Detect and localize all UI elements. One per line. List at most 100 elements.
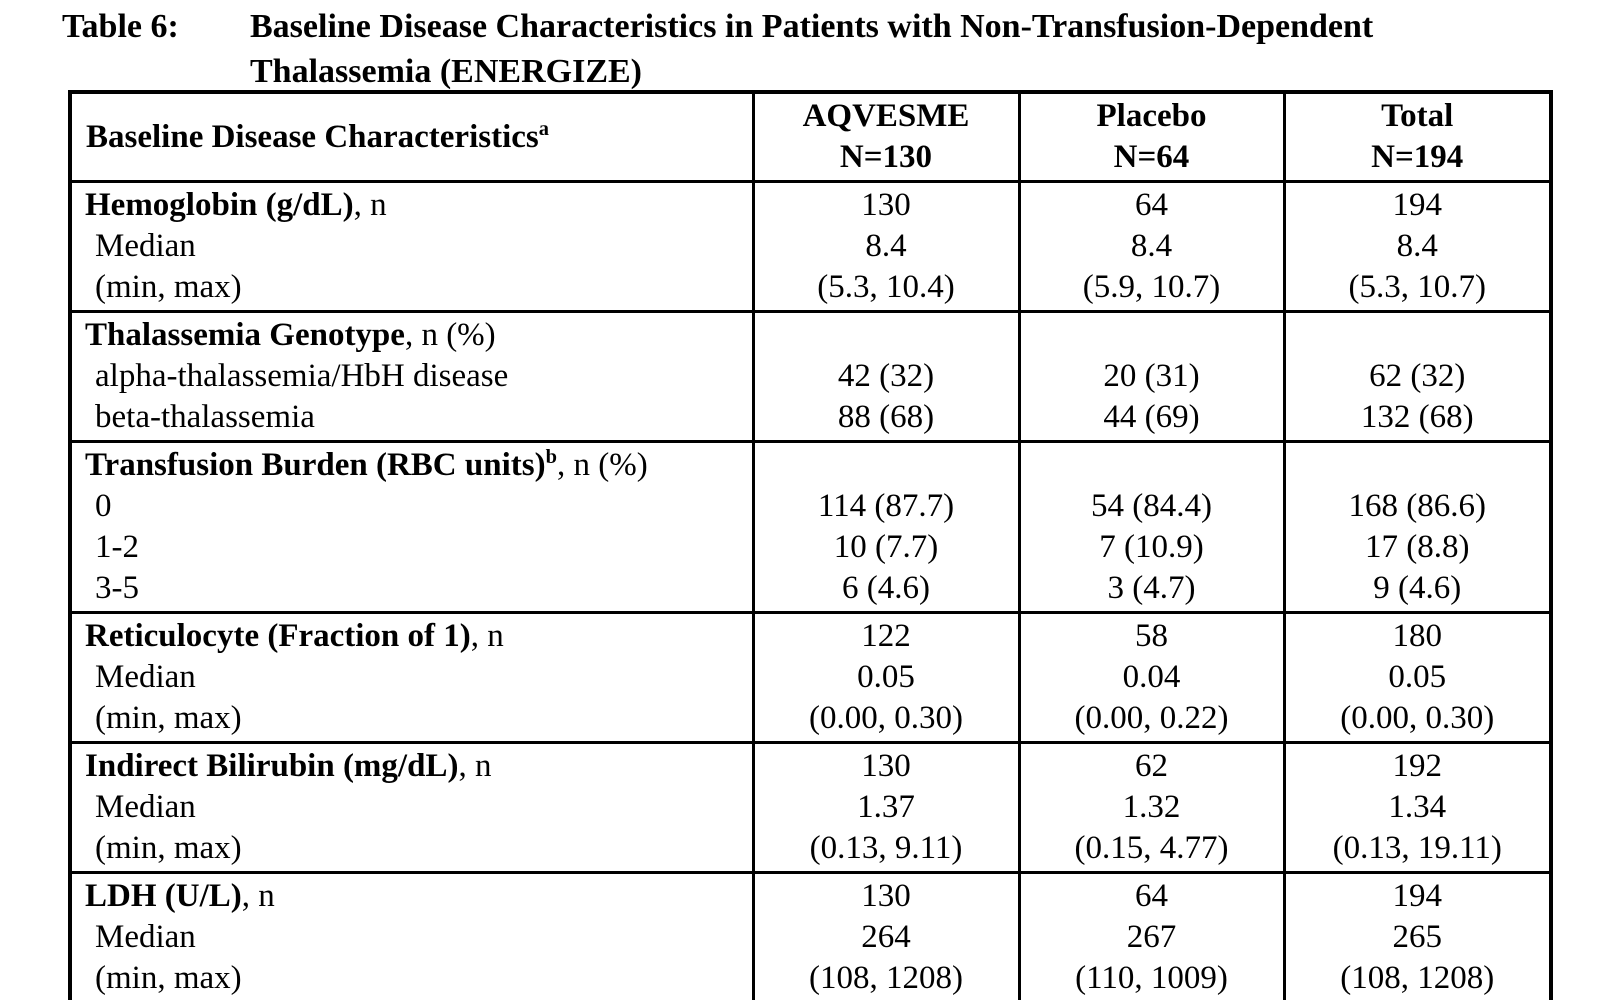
group-heading-suffix: , n xyxy=(241,878,275,914)
header-col-n: N=64 xyxy=(1113,139,1190,175)
subrow-label: Median xyxy=(95,659,196,695)
cell-value: 7 (10.9) xyxy=(1099,529,1204,565)
group-heading: Thalassemia Genotype, n (%) xyxy=(85,315,744,356)
cell-value: 114 (87.7) xyxy=(817,488,955,524)
row-label-cell: Transfusion Burden (RBC units)b, n (%) 0… xyxy=(68,440,755,614)
subrow-label: (min, max) xyxy=(95,960,242,996)
cell-value: 168 (86.6) xyxy=(1348,488,1486,524)
cell-value: 3 (4.7) xyxy=(1107,570,1196,606)
table-row-reticulocyte: Reticulocyte (Fraction of 1), n Median (… xyxy=(68,611,1553,744)
group-heading-bold: Transfusion Burden (RBC units) xyxy=(85,447,546,483)
cell-value: 54 (84.4) xyxy=(1091,488,1212,524)
group-heading: LDH (U/L), n xyxy=(85,876,744,917)
data-cell-placebo: 54 (84.4) 7 (10.9) 3 (4.7) xyxy=(1017,440,1286,614)
cell-value: 130 xyxy=(861,748,911,784)
cell-value: 8.4 xyxy=(1130,228,1173,264)
cell-value: (5.3, 10.4) xyxy=(817,269,955,305)
cell-value: 192 xyxy=(1392,748,1443,784)
group-heading-bold: LDH (U/L) xyxy=(85,878,242,914)
data-cell-aqvesme: 130 264 (108, 1208) xyxy=(751,871,1021,1000)
cell-value: 0.05 xyxy=(1388,659,1447,695)
cell-value: (0.13, 9.11) xyxy=(809,830,963,866)
cell-value: 10 (7.7) xyxy=(833,529,939,565)
header-col-total: Total N=194 xyxy=(1282,90,1553,183)
cell-value: 132 (68) xyxy=(1360,399,1474,435)
cell-value: 130 xyxy=(861,878,911,914)
baseline-characteristics-table: Baseline Disease Characteristicsa AQVESM… xyxy=(68,90,1553,1000)
subrow-label: 1-2 xyxy=(95,529,139,565)
row-label-cell: Indirect Bilirubin (mg/dL), n Median (mi… xyxy=(68,741,755,874)
cell-value: 180 xyxy=(1392,618,1443,654)
cell-value: (108, 1208) xyxy=(809,960,963,996)
table-row-hemoglobin: Hemoglobin (g/dL), n Median (min, max) 1… xyxy=(68,180,1553,313)
cell-value: 1.34 xyxy=(1388,789,1447,825)
cell-value xyxy=(759,445,1014,486)
cell-value xyxy=(1025,445,1279,486)
subrow-label: alpha-thalassemia/HbH disease xyxy=(95,358,509,394)
cell-value: (5.9, 10.7) xyxy=(1082,269,1221,305)
data-cell-aqvesme: 114 (87.7) 10 (7.7) 6 (4.6) xyxy=(751,440,1021,614)
group-heading-bold: Hemoglobin (g/dL) xyxy=(85,187,354,223)
cell-value: 9 (4.6) xyxy=(1373,570,1462,606)
header-col-arm: Total xyxy=(1381,98,1454,134)
cell-value: 42 (32) xyxy=(837,358,935,394)
group-heading: Hemoglobin (g/dL), n xyxy=(85,185,744,226)
table-caption-number: Table 6: xyxy=(62,8,179,45)
cell-value: 62 (32) xyxy=(1369,358,1466,394)
data-cell-placebo: 64 8.4 (5.9, 10.7) xyxy=(1017,180,1286,313)
group-heading: Transfusion Burden (RBC units)b, n (%) xyxy=(85,445,744,486)
cell-value: 64 xyxy=(1135,187,1168,223)
row-label-cell: LDH (U/L), n Median (min, max) xyxy=(68,871,755,1000)
cell-value: 1.37 xyxy=(857,789,915,825)
subrow-label: (min, max) xyxy=(95,830,242,866)
subrow-label: (min, max) xyxy=(95,269,242,305)
cell-value: 44 (69) xyxy=(1103,399,1200,435)
subrow-label: Median xyxy=(95,919,196,955)
cell-value: 122 xyxy=(861,618,911,654)
row-label-cell: Thalassemia Genotype, n (%) alpha-thalas… xyxy=(68,310,755,443)
group-heading-suffix: , n xyxy=(353,187,387,223)
header-row-label: Baseline Disease Characteristicsa xyxy=(68,90,755,183)
subrow-label: Median xyxy=(95,789,196,825)
data-cell-total: 194 8.4 (5.3, 10.7) xyxy=(1282,180,1553,313)
footnote-marker-a: a xyxy=(538,117,549,140)
group-heading: Reticulocyte (Fraction of 1), n xyxy=(85,616,744,657)
group-heading-bold: Thalassemia Genotype xyxy=(85,317,405,353)
header-col-aqvesme: AQVESME N=130 xyxy=(751,90,1021,183)
subrow-label: beta-thalassemia xyxy=(95,399,315,435)
cell-value: (5.3, 10.7) xyxy=(1348,269,1486,305)
group-heading-bold: Reticulocyte (Fraction of 1) xyxy=(85,618,471,654)
data-cell-aqvesme: 130 8.4 (5.3, 10.4) xyxy=(751,180,1021,313)
data-cell-aqvesme: 122 0.05 (0.00, 0.30) xyxy=(751,611,1021,744)
cell-value: 88 (68) xyxy=(837,399,935,435)
data-cell-placebo: 64 267 (110, 1009) xyxy=(1017,871,1286,1000)
row-label-cell: Reticulocyte (Fraction of 1), n Median (… xyxy=(68,611,755,744)
cell-value: 194 xyxy=(1392,187,1443,223)
cell-value: 267 xyxy=(1126,919,1177,955)
header-col-n: N=130 xyxy=(839,139,933,175)
cell-value: (0.00, 0.30) xyxy=(809,700,963,736)
subrow-label: 0 xyxy=(95,488,112,524)
table-caption-title-line1: Baseline Disease Characteristics in Pati… xyxy=(250,8,1374,45)
header-col-arm: AQVESME xyxy=(802,98,970,134)
subrow-label: (min, max) xyxy=(95,700,242,736)
header-row-label-text: Baseline Disease Characteristics xyxy=(86,118,539,155)
cell-value: 1.32 xyxy=(1122,789,1181,825)
data-cell-placebo: 58 0.04 (0.00, 0.22) xyxy=(1017,611,1286,744)
header-col-placebo: Placebo N=64 xyxy=(1017,90,1286,183)
group-heading-suffix: , n xyxy=(458,748,492,784)
table-row-indirect-bilirubin: Indirect Bilirubin (mg/dL), n Median (mi… xyxy=(68,741,1553,874)
cell-value xyxy=(1290,445,1546,486)
cell-value: (0.15, 4.77) xyxy=(1074,830,1229,866)
table-row-transfusion-burden: Transfusion Burden (RBC units)b, n (%) 0… xyxy=(68,440,1553,614)
group-heading-suffix: , n (%) xyxy=(556,447,648,483)
cell-value: 8.4 xyxy=(1396,228,1438,264)
cell-value: 6 (4.6) xyxy=(842,570,930,606)
cell-value: 17 (8.8) xyxy=(1365,529,1470,565)
group-heading: Indirect Bilirubin (mg/dL), n xyxy=(85,746,744,787)
cell-value xyxy=(1025,315,1279,356)
footnote-marker-b: b xyxy=(545,446,557,468)
cell-value: 20 (31) xyxy=(1103,358,1200,394)
cell-value: 8.4 xyxy=(865,228,907,264)
data-cell-aqvesme: 130 1.37 (0.13, 9.11) xyxy=(751,741,1021,874)
